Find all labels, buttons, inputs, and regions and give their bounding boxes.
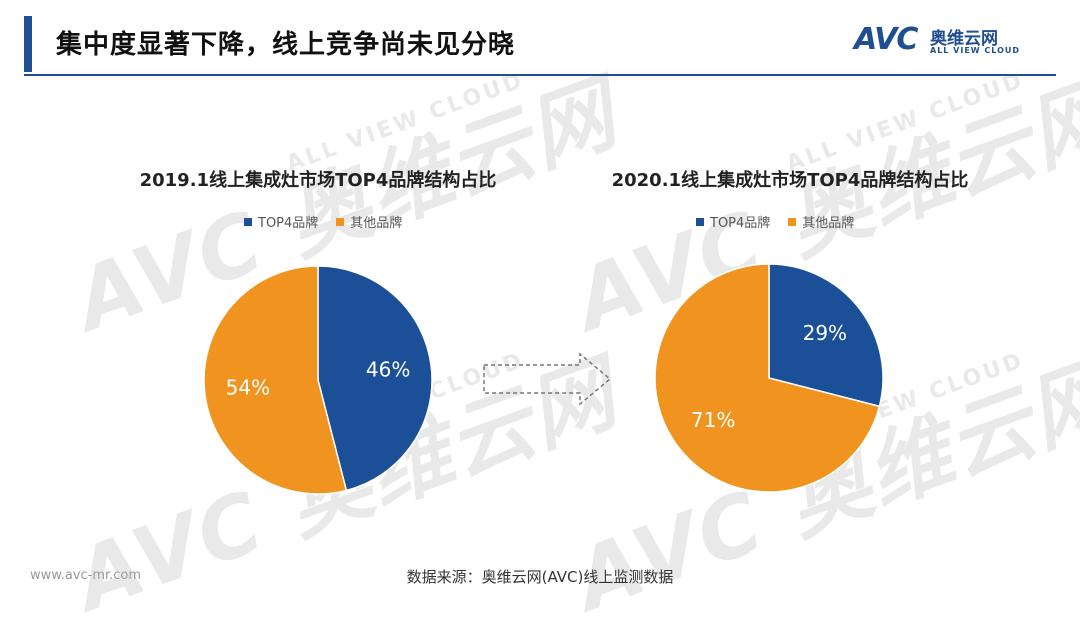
data-label-top4: 29% xyxy=(803,321,847,345)
legend-swatch-top4 xyxy=(244,217,252,226)
legend-label-top4: TOP4品牌 xyxy=(710,216,771,231)
site-url: www.avc-mr.com xyxy=(30,568,142,583)
pie-chart-2019: 46% 54% xyxy=(203,265,433,495)
pie-chart-2020: 29% 71% xyxy=(654,263,884,493)
avc-logo: AVC 奥维云网 ALL VIEW CLOUD xyxy=(854,22,1054,62)
pie-slice-top4 xyxy=(317,265,433,492)
legend-item-top4: TOP4品牌 xyxy=(696,212,770,231)
logo-mark: AVC xyxy=(854,22,918,57)
legend-label-other: 其他品牌 xyxy=(350,216,403,231)
pie-slice-top4 xyxy=(768,263,884,408)
chart-legend-2019: TOP4品牌 其他品牌 xyxy=(244,212,402,231)
data-label-top4: 46% xyxy=(366,358,410,382)
legend-item-other: 其他品牌 xyxy=(788,212,854,231)
legend-swatch-top4 xyxy=(696,217,704,226)
legend-label-other: 其他品牌 xyxy=(802,216,855,231)
watermark-subtext: ALL VIEW CLOUD xyxy=(283,67,528,178)
legend-label-top4: TOP4品牌 xyxy=(258,216,319,231)
chart-title-2020: 2020.1线上集成灶市场TOP4品牌结构占比 xyxy=(611,170,969,191)
pie-slice-other xyxy=(203,265,348,495)
pie-slice-other xyxy=(654,263,881,493)
logo-english: ALL VIEW CLOUD xyxy=(930,46,1021,55)
legend-item-top4: TOP4品牌 xyxy=(244,212,318,231)
title-accent-bar xyxy=(24,16,32,72)
logo-chinese: 奥维云网 xyxy=(930,29,998,49)
legend-item-other: 其他品牌 xyxy=(336,212,402,231)
legend-swatch-other xyxy=(336,217,345,226)
watermark-subtext: ALL VIEW CLOUD xyxy=(783,67,1028,178)
header-divider xyxy=(24,74,1056,76)
chart-legend-2020: TOP4品牌 其他品牌 xyxy=(696,212,854,231)
data-label-other: 54% xyxy=(226,375,270,399)
legend-swatch-other xyxy=(788,217,797,226)
page-title: 集中度显著下降，线上竞争尚未见分晓 xyxy=(56,30,516,60)
data-label-other: 71% xyxy=(691,408,735,432)
data-source: 数据来源：奥维云网(AVC)线上监测数据 xyxy=(406,568,674,586)
chart-title-2019: 2019.1线上集成灶市场TOP4品牌结构占比 xyxy=(139,170,497,191)
arrow-icon xyxy=(483,352,612,406)
